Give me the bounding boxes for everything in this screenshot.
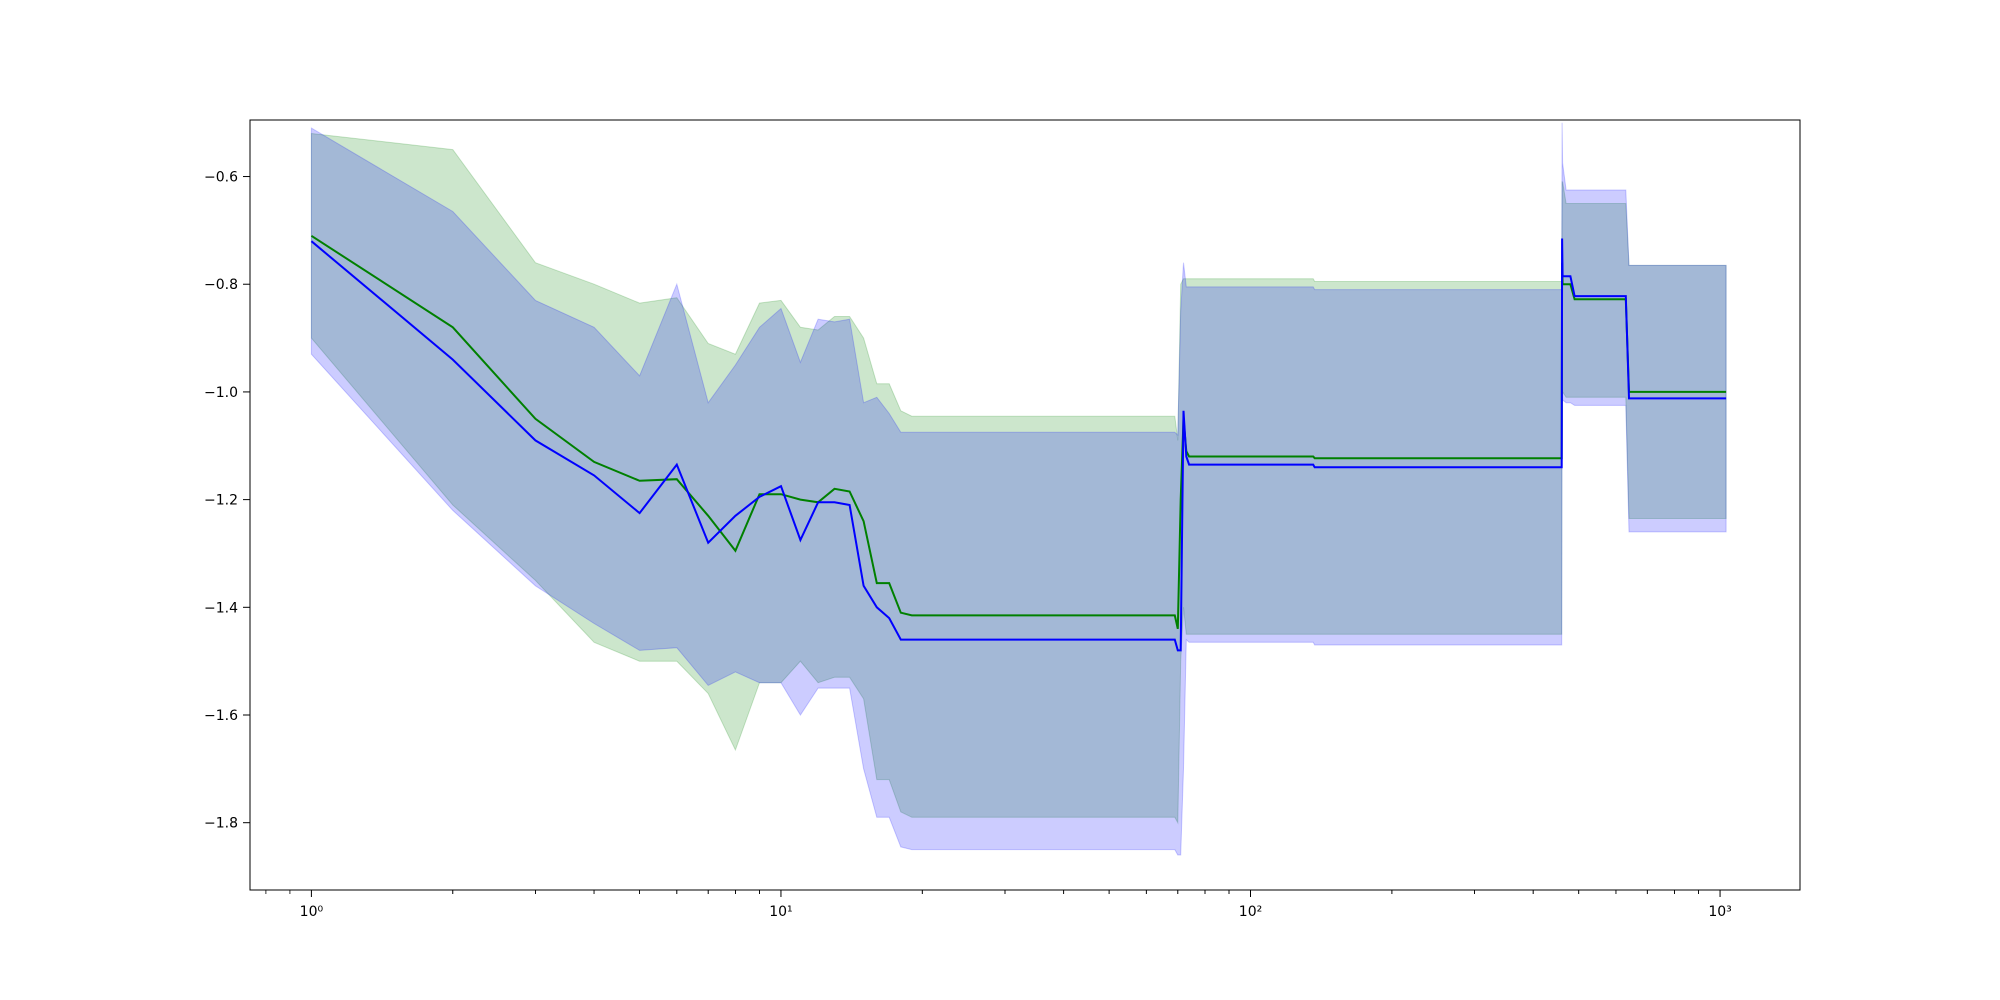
x-tick-label: 10² [1239, 904, 1262, 920]
x-axis: 10⁰ 10¹ 10² 10³ [265, 890, 1732, 920]
y-tick-label: −1.2 [204, 493, 238, 509]
series-1-line [310, 238, 1727, 652]
series-1-band [310, 122, 1727, 856]
y-tick-label: −1.4 [204, 600, 238, 616]
y-axis: −0.6 −0.8 −1.0 −1.2 −1.4 −1.6 −1.8 [204, 170, 250, 832]
x-tick-label: 10⁰ [300, 904, 324, 920]
y-tick-label: −1.0 [204, 385, 238, 401]
confidence-bands [310, 122, 1727, 856]
x-tick-label: 10³ [1708, 904, 1731, 920]
y-tick-label: −1.6 [204, 708, 238, 724]
y-tick-label: −0.8 [204, 277, 238, 293]
y-tick-label: −0.6 [204, 170, 238, 186]
series-lines [310, 234, 1727, 652]
series-0-band [310, 132, 1727, 825]
y-tick-label: −1.8 [204, 816, 238, 832]
x-tick-label: 10¹ [769, 904, 792, 920]
series-0-line [310, 234, 1727, 630]
plot-frame [249, 119, 1801, 891]
